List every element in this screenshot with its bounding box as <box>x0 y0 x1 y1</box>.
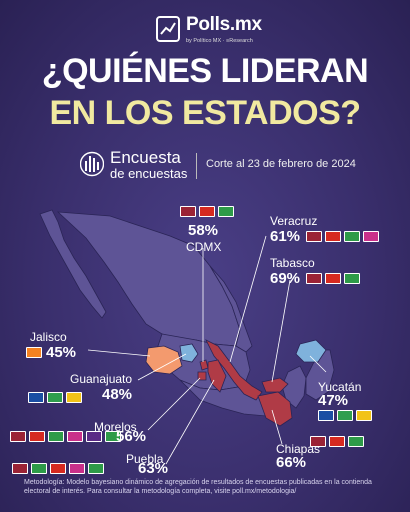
morelos-logo-pes-icon <box>86 431 102 442</box>
puebla-logo-rsp-icon <box>69 463 85 474</box>
bars-icon <box>79 150 105 178</box>
morelos-logo-pvem-icon <box>48 431 64 442</box>
cdmx-logo-pt-icon <box>199 206 215 217</box>
cdmx-logo-morena-icon <box>180 206 196 217</box>
state-name-veracruz: Veracruz <box>270 214 318 228</box>
puebla-party-logos <box>12 463 104 474</box>
title-line-1: ¿QUIÉNES LIDERAN <box>41 52 369 90</box>
divider <box>196 153 197 179</box>
veracruz-logo-morena-icon <box>306 231 322 242</box>
veracruz-logo-rsp-icon <box>363 231 379 242</box>
state-name-chiapas: Chiapas <box>276 442 321 456</box>
chiapas-party-logos <box>310 436 364 447</box>
tabasco-logo-morena-icon <box>306 273 322 284</box>
cutoff-date: Corte al 23 de febrero de 2024 <box>206 158 356 170</box>
map-jalisco <box>145 345 183 375</box>
tabasco-logo-pvem-icon <box>344 273 360 284</box>
yucatan-logo-prd-icon <box>356 410 372 421</box>
guanajuato-logo-pri-icon <box>47 392 63 403</box>
morelos-party-logos <box>10 431 121 442</box>
state-name-yucatan: Yucatán <box>318 380 362 394</box>
leader-yucatan <box>309 355 327 373</box>
puebla-logo-pvem-icon <box>31 463 47 474</box>
map-tabasco <box>261 377 289 393</box>
state-value-tabasco: 69% <box>270 270 301 287</box>
leader-chiapas <box>271 409 283 445</box>
cdmx-party-logos <box>180 206 234 217</box>
yucatan-logo-pri-icon <box>337 410 353 421</box>
yucatan-logo-pan-icon <box>318 410 334 421</box>
leader-puebla <box>165 379 215 465</box>
state-value-guanajuato: 48% <box>102 386 133 403</box>
chiapas-logo-pt-icon <box>329 436 345 447</box>
state-value-morelos: 56% <box>116 428 147 445</box>
morelos-logo-pvem-icon <box>105 431 121 442</box>
puebla-logo-pvem-icon <box>88 463 104 474</box>
methodology-note: Metodología: Modelo bayesiano dinámico d… <box>24 479 372 495</box>
brand-name: Polls.mx <box>186 14 262 35</box>
map-chiapas <box>257 391 293 427</box>
brand-logo: Polls.mx by Político MX · ≡Research <box>156 14 276 48</box>
source-sub: de encuestas <box>110 166 188 181</box>
morelos-logo-morena-icon <box>10 431 26 442</box>
state-value-puebla: 63% <box>138 460 169 477</box>
chiapas-logo-morena-icon <box>310 436 326 447</box>
leader-jalisco <box>87 349 151 357</box>
guanajuato-party-logos <box>28 392 82 403</box>
title-line-2: EN LOS ESTADOS? <box>49 94 361 132</box>
state-value-cdmx: 58% <box>188 222 219 239</box>
morelos-logo-rsp-icon <box>67 431 83 442</box>
state-name-tabasco: Tabasco <box>270 256 315 270</box>
state-name-cdmx: CDMX <box>186 240 222 254</box>
state-name-jalisco: Jalisco <box>30 330 67 344</box>
chiapas-logo-pvem-icon <box>348 436 364 447</box>
state-value-yucatan: 47% <box>318 392 349 409</box>
state-value-jalisco: 45% <box>46 344 77 361</box>
tabasco-logo-pt-icon <box>325 273 341 284</box>
guanajuato-logo-prd-icon <box>66 392 82 403</box>
state-name-morelos: Morelos <box>94 420 137 434</box>
map-puebla <box>207 359 227 393</box>
puebla-logo-morena-icon <box>12 463 28 474</box>
leader-veracruz <box>229 235 267 363</box>
leader-guanajuato <box>137 353 187 381</box>
veracruz-party-logos <box>306 231 379 242</box>
map-baja <box>39 209 107 319</box>
morelos-logo-pt-icon <box>29 431 45 442</box>
yucatan-party-logos <box>318 410 372 421</box>
map-yucatan <box>295 339 327 363</box>
chart-logo-icon <box>156 16 180 42</box>
jalisco-logo-mc-icon <box>26 347 42 358</box>
source-name: Encuesta <box>110 148 181 167</box>
veracruz-logo-pt-icon <box>325 231 341 242</box>
tabasco-party-logos <box>306 273 360 284</box>
leader-tabasco <box>271 279 291 383</box>
state-name-guanajuato: Guanajuato <box>70 372 133 386</box>
map-guanajuato <box>179 343 199 363</box>
cdmx-logo-pvem-icon <box>218 206 234 217</box>
puebla-logo-pt-icon <box>50 463 66 474</box>
veracruz-logo-pvem-icon <box>344 231 360 242</box>
brand-tagline: by Político MX · ≡Research <box>186 38 253 44</box>
state-name-puebla: Puebla <box>126 452 164 466</box>
map-qroo <box>305 349 335 401</box>
jalisco-party-logos <box>26 347 42 358</box>
leader-morelos <box>147 377 201 431</box>
guanajuato-logo-pan-icon <box>28 392 44 403</box>
state-value-veracruz: 61% <box>270 228 301 245</box>
state-value-chiapas: 66% <box>276 454 307 471</box>
